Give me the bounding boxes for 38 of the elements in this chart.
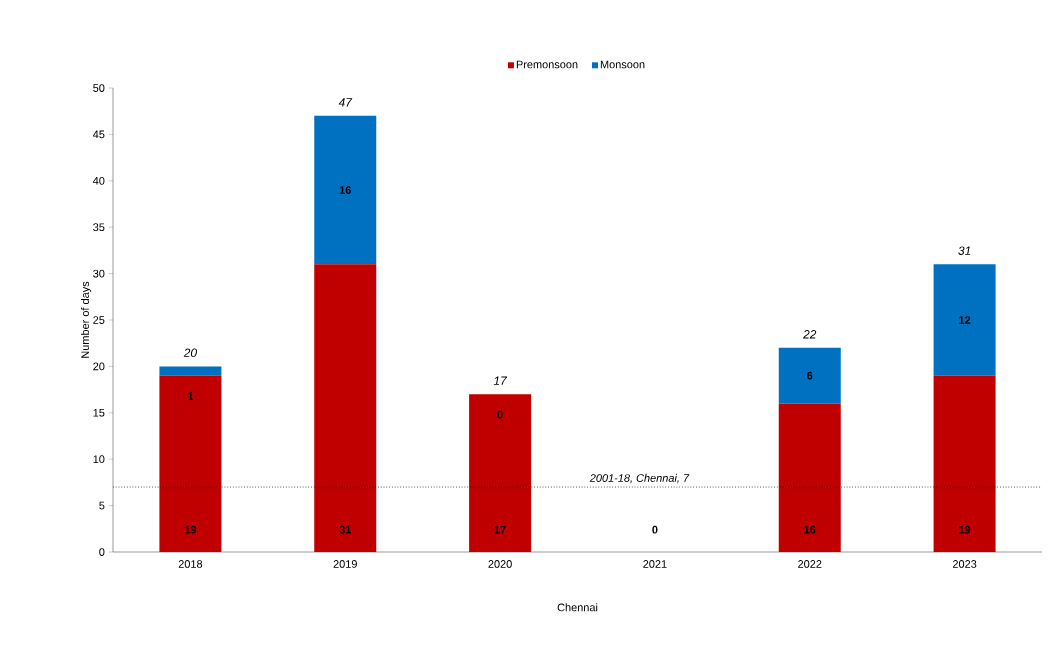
y-tick-label: 10 <box>93 455 105 464</box>
x-tick-label: 2023 <box>952 560 977 568</box>
y-tick-label: 5 <box>99 501 105 510</box>
y-tick-label: 25 <box>93 316 105 324</box>
data-label: 0 <box>497 410 503 419</box>
data-label: 19 <box>959 525 971 534</box>
x-tick-label: 2022 <box>798 560 822 568</box>
y-tick-label: 0 <box>99 548 105 556</box>
x-axis-title: Chennai <box>557 603 598 612</box>
y-tick-label: 20 <box>93 362 105 371</box>
x-tick-label: 2019 <box>333 560 357 568</box>
total-label: 20 <box>183 348 197 357</box>
x-tick-label: 2021 <box>643 560 667 568</box>
x-tick-label: 2020 <box>488 560 512 568</box>
y-tick-label: 15 <box>93 408 105 417</box>
data-label: 19 <box>185 525 197 534</box>
y-axis-title: Number of days <box>80 281 92 358</box>
total-label: 31 <box>958 246 971 255</box>
legend-label: Premonsoon <box>516 60 578 69</box>
data-label: 0 <box>652 525 658 534</box>
data-label: 16 <box>339 186 351 194</box>
y-tick-label: 30 <box>93 269 105 278</box>
ref-line-label: 2001-18, Chennai, 7 <box>589 473 690 484</box>
data-label: 6 <box>807 371 813 380</box>
y-tick-label: 45 <box>92 130 105 139</box>
y-tick-label: 50 <box>93 84 105 92</box>
total-label: 22 <box>803 330 817 339</box>
y-tick-label: 40 <box>92 176 105 185</box>
data-label: 16 <box>804 525 816 534</box>
y-tick-label: 35 <box>93 223 105 232</box>
data-label: 17 <box>494 525 506 534</box>
data-label: 12 <box>959 316 971 324</box>
data-label: 1 <box>188 392 194 400</box>
x-tick-label: 2018 <box>178 560 203 568</box>
total-label: 47 <box>338 98 353 107</box>
legend-label: Monsoon <box>600 60 645 69</box>
total-label: 17 <box>493 376 508 385</box>
data-label: 31 <box>339 525 352 534</box>
